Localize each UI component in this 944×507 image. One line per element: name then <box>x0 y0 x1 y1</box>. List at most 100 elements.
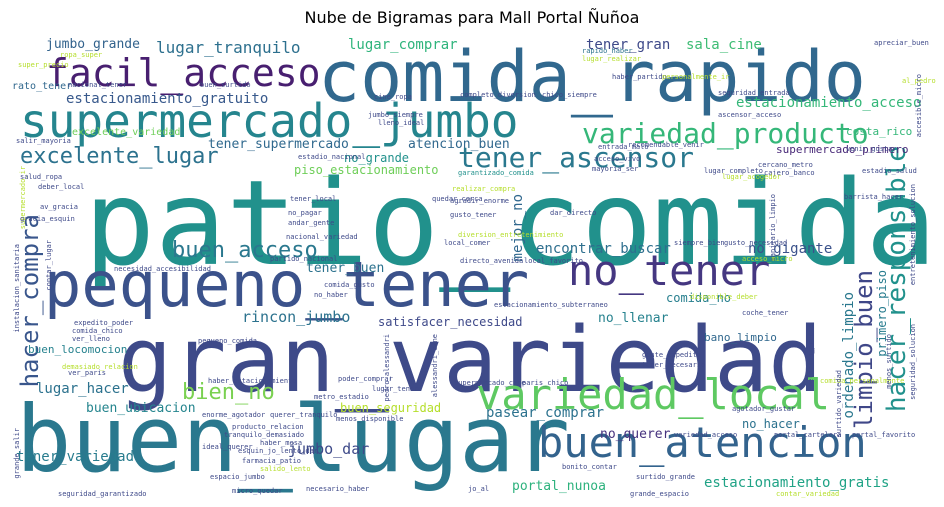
cloud-word: no_pagar <box>288 209 322 217</box>
cloud-word: portal_cartelera <box>774 431 842 439</box>
cloud-word: no_grande <box>344 151 410 165</box>
cloud-word: tener_supermercado <box>208 137 349 152</box>
cloud-word: agradir_enorme <box>450 197 510 205</box>
cloud-word: local_favorito <box>524 257 584 265</box>
cloud-word: poder_comprar <box>338 375 393 383</box>
cloud-word: estadio_nacional <box>298 153 366 161</box>
cloud-word: acceso_vivo <box>594 155 641 163</box>
cloud-word: venir_gustar <box>846 145 897 153</box>
cloud-word: supermercado_jumbo <box>20 94 519 148</box>
cloud-word: personalmente_ir <box>662 73 730 81</box>
cloud-word: surtido_grande <box>636 473 696 481</box>
cloud-word: lleno_ideal <box>378 119 425 127</box>
cloud-word: excelente_lugar <box>20 144 219 169</box>
cloud-word: supermercado_primero <box>776 143 909 156</box>
cloud-word: cajero_banco <box>764 169 815 177</box>
cloud-word: menos_disponible <box>336 415 404 423</box>
cloud-word: gente_expedito <box>642 351 702 359</box>
cloud-word: super_precio <box>18 61 69 69</box>
cloud-word: tener_gran <box>586 37 671 53</box>
cloud-word: rapido_haber <box>582 47 633 55</box>
cloud-word: comida_gusto <box>324 281 375 289</box>
cloud-word: sala_cine <box>686 37 762 53</box>
cloud-word: ropa_super <box>60 51 103 59</box>
cloud-word: no_gigante <box>748 241 833 257</box>
cloud-word: rincon_jumbo <box>242 308 351 326</box>
cloud-word: haber_partido <box>612 73 667 81</box>
cloud-word: demasiado_relacion <box>62 363 138 371</box>
cloud-word: costa_rico <box>846 125 913 138</box>
cloud-word: piso_estacionamiento <box>294 163 439 177</box>
cloud-word: buen_atencion <box>538 418 867 467</box>
cloud-word: dar_directo <box>550 209 597 217</box>
cloud-word: tener_buen <box>306 261 385 276</box>
cloud-word: bano_limpio <box>704 331 777 344</box>
cloud-word: tener_necesario <box>642 361 706 369</box>
cloud-word: haber_mesa <box>260 439 303 447</box>
cloud-word: seguridad_garantizado <box>58 490 147 498</box>
cloud-word: quedar_cerca <box>432 195 483 203</box>
cloud-word: variedad_producto <box>582 117 869 150</box>
cloud-word: esquin_jo_lento_dar <box>238 447 319 455</box>
cloud-word: atencion_buen <box>408 137 510 152</box>
cloud-word: supermercado_cine <box>454 379 526 387</box>
cloud-word: variedad_local <box>476 370 831 419</box>
cloud-word: buen_surtido <box>200 81 251 89</box>
cloud-word: encontrar_buscar <box>536 241 671 257</box>
cloud-word: jumbo_siempre <box>368 111 423 119</box>
cloud-word: completo_diversion <box>460 91 536 99</box>
cloud-word: querer_tranquilo <box>270 411 338 419</box>
cloud-word: comida_no <box>666 291 732 305</box>
cloud-word: diversion_entretenimiento <box>458 231 564 239</box>
cloud-word: no_tener <box>568 246 771 295</box>
cloud-word: patio_comida <box>84 154 937 292</box>
cloud-word: gran_variedad <box>118 308 823 413</box>
cloud-word: realizar_compra <box>452 185 516 193</box>
cloud-word: gusto_tener <box>450 211 497 219</box>
cloud-word: lugar_acogedor <box>722 173 782 181</box>
cloud-word: instalacion_sanitaria <box>13 244 21 333</box>
cloud-word: chico_siempre <box>542 91 597 99</box>
cloud-word: portal_nunoa <box>512 479 606 494</box>
cloud-word: espacio_jumbo <box>210 473 265 481</box>
cloud-word: gusto_necesidad <box>724 239 788 247</box>
cloud-word: pasear_comprar <box>486 405 605 421</box>
cloud-word: menos_surtido <box>885 334 893 389</box>
cloud-word: excelente_variedad <box>72 127 181 138</box>
cloud-word: surtido_variedad <box>835 370 843 438</box>
cloud-word: seguridad_entrada <box>718 89 790 97</box>
cloud-word: andar_gente <box>288 219 335 227</box>
cloud-word: garantizado_comida <box>458 169 534 177</box>
cloud-word: relacion_precio <box>807 324 815 388</box>
cloud-word: expedito_poder <box>74 319 134 327</box>
cloud-word: deber_local <box>38 183 85 191</box>
cloud-word: necesario_haber <box>306 485 370 493</box>
cloud-word: pedro_alessandri <box>383 334 391 402</box>
cloud-word: jumbo_grande <box>46 37 140 52</box>
cloud-word: mayoria_ser <box>592 165 639 173</box>
cloud-word: producto_relacion <box>232 423 304 431</box>
cloud-word: ordenado_limpio <box>841 292 857 419</box>
cloud-word: ascensor_acceso <box>718 111 782 119</box>
cloud-word: necesidad_accesibilidad <box>114 265 211 273</box>
cloud-word: sanitario_limpio <box>769 194 777 262</box>
cloud-word: facil_acceso <box>46 51 321 95</box>
cloud-word: estacionamiento_gratuito <box>66 91 269 107</box>
cloud-word: local_comer <box>444 239 491 247</box>
cloud-word: pequeno_comida <box>198 337 258 345</box>
cloud-word: directo_avenida <box>460 257 524 265</box>
cloud-word: apreciar_buen <box>874 39 929 47</box>
cloud-word: mejor_no <box>510 194 526 262</box>
cloud-word: seguridad_solucion <box>909 324 917 400</box>
cloud-word: portal_favorito <box>852 431 916 439</box>
cloud-word: al_pedro <box>902 77 936 85</box>
word-cloud: patio_comida gran_variedad buen_lugar co… <box>6 34 938 500</box>
cloud-word: micro_quedar <box>232 487 283 495</box>
cloud-word: lugar_tranquilo <box>156 38 301 57</box>
cloud-word: grande_salir <box>13 428 21 479</box>
cloud-word: contar_variedad <box>776 490 840 498</box>
cloud-word: cercano_metro <box>758 161 813 169</box>
cloud-word: pequeno_tener <box>44 248 530 321</box>
cloud-word: recomendable_venir <box>628 141 704 149</box>
cloud-word: estacionamiento_gratis <box>704 475 890 491</box>
